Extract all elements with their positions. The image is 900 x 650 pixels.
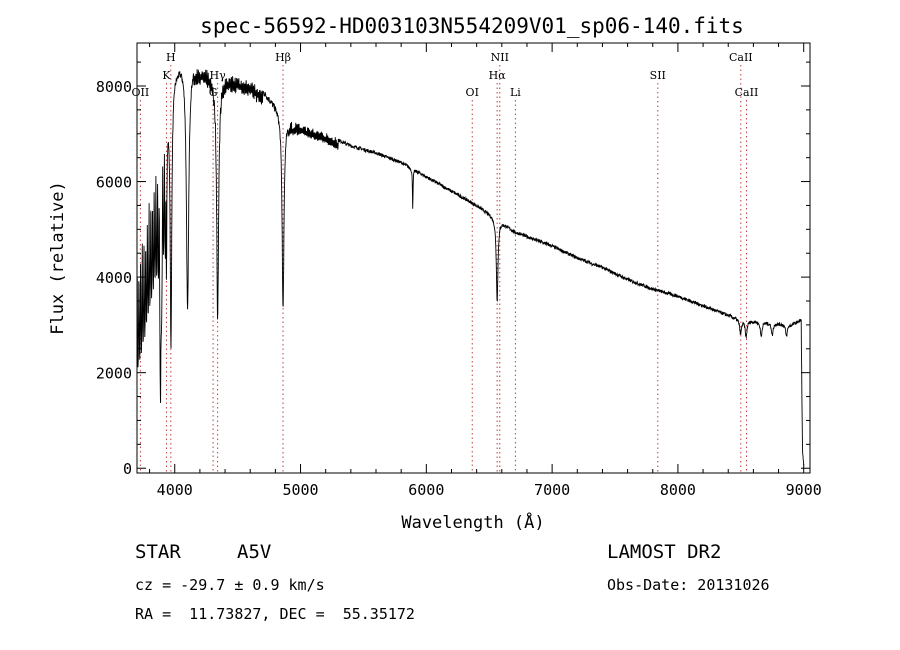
redshift-value: cz = -29.7 ± 0.9 km/s bbox=[135, 576, 325, 594]
chart-title: spec-56592-HD003103N554209V01_sp06-140.f… bbox=[200, 14, 744, 38]
x-tick-label: 4000 bbox=[157, 481, 193, 499]
spectral-subclass: A5V bbox=[237, 541, 272, 563]
reference-line-label: NII bbox=[491, 51, 509, 64]
x-axis: 4000 5000 6000 7000 8000 9000 bbox=[149, 43, 822, 499]
y-axis: 0 2000 4000 6000 8000 bbox=[96, 61, 810, 478]
plot-frame bbox=[136, 42, 811, 474]
reference-line-markers bbox=[139, 65, 747, 473]
y-tick-label: 4000 bbox=[96, 269, 132, 287]
spectrum-line bbox=[136, 69, 805, 465]
y-tick-label: 8000 bbox=[96, 78, 132, 96]
y-axis-label: Flux (relative) bbox=[48, 181, 68, 335]
reference-line-label: SII bbox=[650, 69, 666, 82]
x-tick-label: 9000 bbox=[786, 481, 822, 499]
reference-line-label: Hα bbox=[489, 69, 507, 82]
reference-line-label: Hγ bbox=[210, 69, 227, 82]
x-tick-label: 6000 bbox=[408, 481, 444, 499]
reference-line-label: CaII bbox=[735, 86, 759, 99]
x-tick-label: 8000 bbox=[660, 481, 696, 499]
y-tick-label: 0 bbox=[123, 460, 132, 478]
survey-name: LAMOST DR2 bbox=[607, 541, 722, 563]
sky-coordinates: RA = 11.73827, DEC = 55.35172 bbox=[135, 605, 415, 623]
reference-line-label: CaII bbox=[729, 51, 753, 64]
x-axis-label: Wavelength (Å) bbox=[401, 511, 544, 533]
reference-line-label: OII bbox=[132, 86, 150, 99]
observation-date: Obs-Date: 20131026 bbox=[607, 576, 770, 594]
y-tick-label: 2000 bbox=[96, 365, 132, 383]
reference-line-label: H bbox=[166, 51, 176, 64]
x-tick-label: 5000 bbox=[282, 481, 318, 499]
reference-line-label: K bbox=[162, 69, 171, 82]
reference-line-label: Li bbox=[510, 86, 521, 99]
reference-line-label: OI bbox=[466, 86, 479, 99]
y-tick-label: 6000 bbox=[96, 174, 132, 192]
spectrum-chart: spec-56592-HD003103N554209V01_sp06-140.f… bbox=[48, 14, 822, 533]
object-type: STAR bbox=[135, 541, 181, 563]
x-tick-label: 7000 bbox=[534, 481, 570, 499]
reference-line-label: Hβ bbox=[275, 51, 291, 64]
